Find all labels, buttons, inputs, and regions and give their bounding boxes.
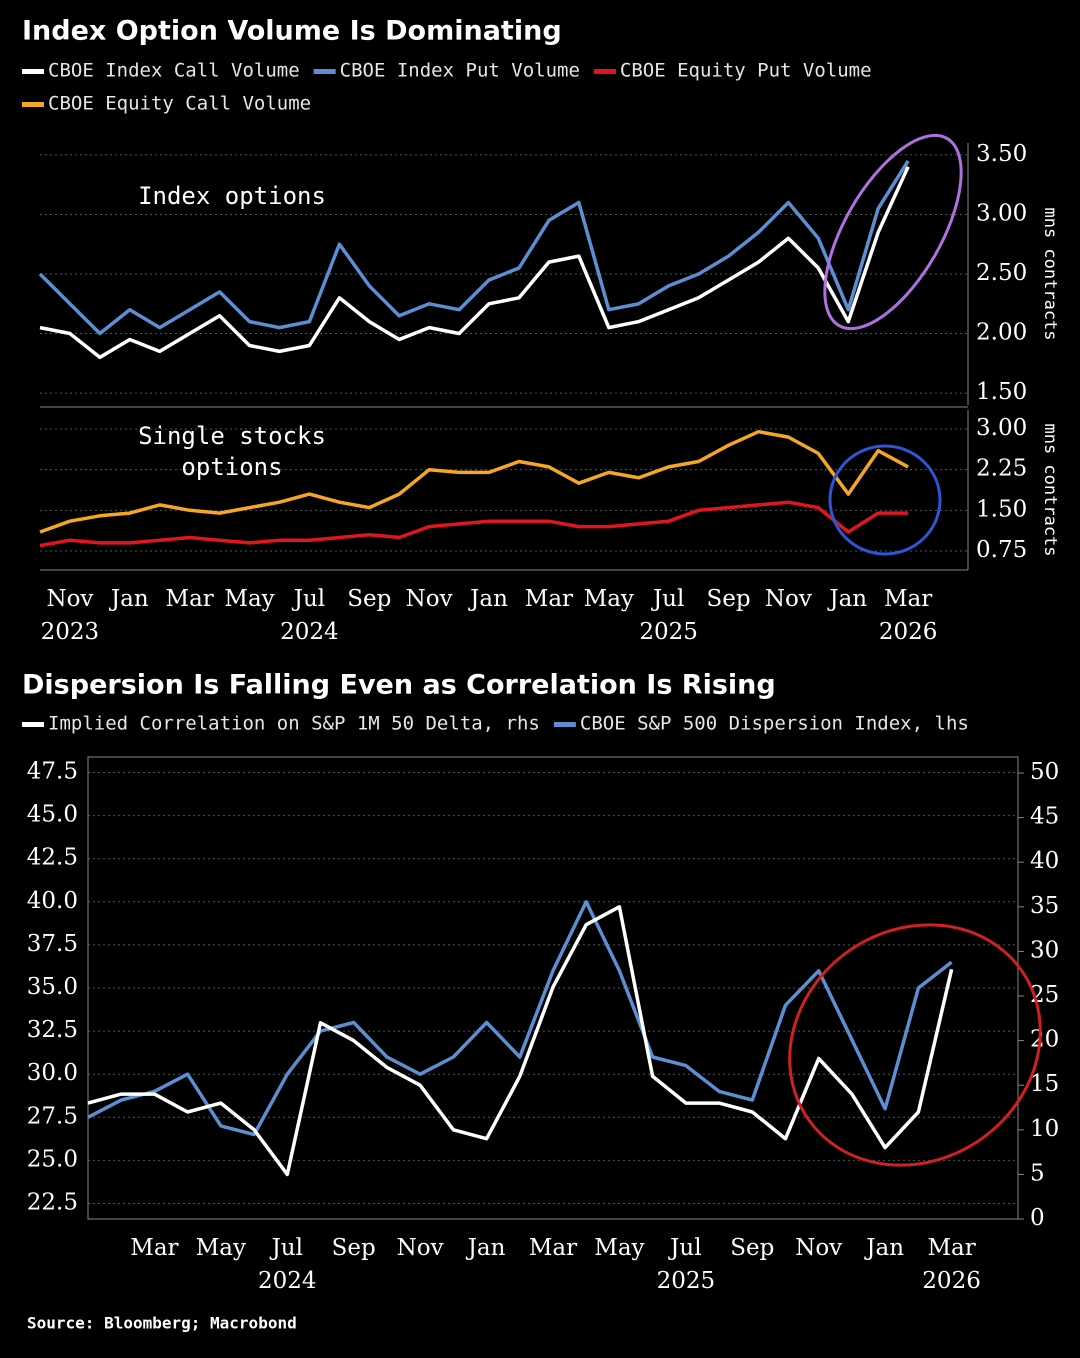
y-tick-label: 27.5 (27, 1103, 78, 1129)
highlight-ellipse (788, 923, 1042, 1167)
y2-tick-label: 45 (1030, 804, 1059, 830)
y-tick-label: 3.00 (976, 415, 1027, 441)
x-tick-label: Mar (927, 1235, 975, 1261)
y-tick-label: 32.5 (27, 1017, 78, 1043)
x-tick-label: Jan (468, 586, 508, 612)
y-tick-label: 47.5 (27, 759, 78, 785)
y2-tick-label: 15 (1030, 1071, 1059, 1097)
x-tick-label: Jan (109, 586, 149, 612)
data-line (38, 159, 910, 336)
x-tick-label: Sep (730, 1235, 774, 1261)
legend-label: CBOE S&P 500 Dispersion Index, lhs (580, 713, 969, 735)
y2-tick-label: 40 (1030, 848, 1059, 874)
y-tick-label: 35.0 (27, 974, 78, 1000)
x-tick-label: Mar (884, 586, 932, 612)
y-tick-label: 37.5 (27, 931, 78, 957)
x-year-label: 2024 (280, 619, 339, 645)
x-tick-label: Mar (130, 1235, 178, 1261)
y-tick-label: 25.0 (27, 1146, 78, 1172)
data-line (39, 166, 910, 360)
source: Source: Bloomberg; Macrobond (27, 1314, 297, 1333)
x-tick-label: Jul (292, 586, 325, 612)
x-tick-label: Jul (270, 1235, 303, 1261)
legend-swatch (313, 69, 336, 74)
x-year-label: 2023 (41, 619, 100, 645)
y-tick-label: 45.0 (27, 802, 78, 828)
x-year-label: 2025 (657, 1268, 716, 1294)
x-tick-label: Mar (525, 586, 573, 612)
annotation: options (181, 453, 282, 481)
y-tick-label: 2.00 (976, 320, 1027, 346)
chart-top: Index Option Volume Is Dominating CBOE In… (22, 16, 1060, 645)
legend-label: CBOE Equity Put Volume (620, 60, 872, 82)
data-line (39, 500, 909, 548)
x-tick-label: Sep (706, 586, 750, 612)
x-tick-label: Mar (166, 586, 214, 612)
legend-swatch (553, 722, 576, 727)
x-tick-label: May (196, 1235, 246, 1261)
x-year-label: 2026 (879, 619, 938, 645)
y2-tick-label: 10 (1030, 1116, 1059, 1142)
x-year-label: 2024 (258, 1268, 317, 1294)
y-tick-label: 3.00 (976, 200, 1027, 226)
y2-tick-label: 35 (1030, 893, 1059, 919)
x-tick-label: Sep (332, 1235, 376, 1261)
legend-swatch (22, 69, 44, 74)
x-tick-label: Jan (827, 586, 867, 612)
x-tick-label: Nov (406, 586, 453, 612)
x-tick-label: May (224, 586, 274, 612)
y-tick-label: 3.50 (976, 141, 1027, 167)
annotation: Index options (138, 182, 326, 210)
x-tick-label: Jan (864, 1235, 904, 1261)
x-tick-label: Nov (46, 586, 93, 612)
y-tick-label: 2.25 (976, 456, 1027, 482)
x-tick-label: Jul (651, 586, 684, 612)
x-year-label: 2025 (639, 619, 698, 645)
y-tick-label: 40.0 (27, 888, 78, 914)
legend-label: CBOE Index Call Volume (48, 60, 300, 82)
y2-tick-label: 20 (1030, 1027, 1059, 1053)
x-tick-label: May (594, 1235, 644, 1261)
legend-label: CBOE Equity Call Volume (48, 93, 311, 115)
y-tick-label: 42.5 (27, 845, 78, 871)
y2-tick-label: 0 (1030, 1205, 1045, 1231)
data-line (87, 905, 954, 1177)
y2-tick-label: 5 (1030, 1160, 1045, 1186)
y-axis-label: mns contracts (1040, 423, 1060, 556)
x-tick-label: Nov (397, 1235, 444, 1261)
legend-swatch (22, 722, 44, 727)
annotation: Single stocks (138, 422, 326, 450)
y-axis-label: mns contracts (1040, 207, 1060, 340)
data-line (39, 429, 909, 534)
y-tick-label: 1.50 (976, 496, 1027, 522)
y-tick-label: 0.75 (976, 537, 1027, 563)
highlight-circle (828, 444, 942, 556)
x-year-label: 2026 (922, 1268, 981, 1294)
x-tick-label: Jan (466, 1235, 506, 1261)
y-tick-label: 2.50 (976, 260, 1027, 286)
y-tick-label: 1.50 (976, 379, 1027, 405)
data-line (87, 900, 953, 1137)
legend-swatch (593, 69, 616, 74)
y-tick-label: 22.5 (27, 1189, 78, 1215)
y2-tick-label: 30 (1030, 937, 1059, 963)
chart-bottom: Dispersion Is Falling Even as Correlatio… (22, 670, 1059, 1294)
legend-swatch (22, 102, 44, 107)
chart-title: Dispersion Is Falling Even as Correlatio… (22, 670, 776, 701)
y-tick-label: 30.0 (27, 1060, 78, 1086)
y2-tick-label: 50 (1030, 759, 1059, 785)
legend-label: Implied Correlation on S&P 1M 50 Delta, … (48, 713, 540, 735)
x-tick-label: May (584, 586, 634, 612)
highlight-ellipse (823, 133, 963, 331)
chart-title: Index Option Volume Is Dominating (22, 16, 562, 47)
x-tick-label: Jul (668, 1235, 701, 1261)
x-tick-label: Mar (529, 1235, 577, 1261)
x-tick-label: Nov (795, 1235, 842, 1261)
x-tick-label: Sep (347, 586, 391, 612)
x-tick-label: Nov (765, 586, 812, 612)
plot-frame (87, 756, 1019, 1220)
legend-label: CBOE Index Put Volume (340, 60, 580, 82)
